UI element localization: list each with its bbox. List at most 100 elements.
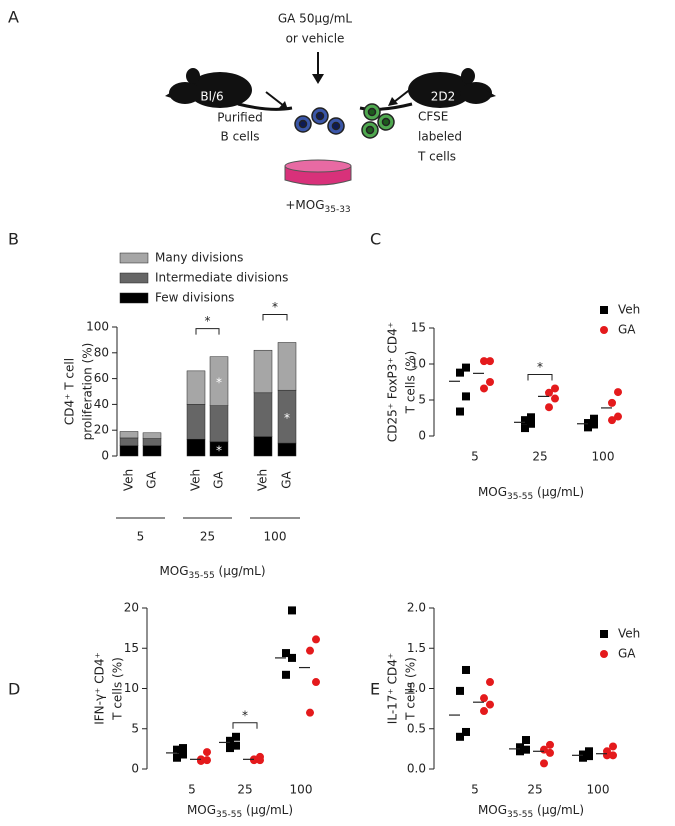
treatment-line: or vehicle — [286, 32, 345, 46]
y-tick-label: 0.5 — [407, 721, 426, 735]
data-point — [197, 756, 205, 765]
x-tick-label: 5 — [188, 783, 196, 797]
y-tick-label: 100 — [86, 320, 109, 334]
legend-label: GA — [618, 323, 636, 337]
x-axis-label: MOG35-55 (µg/mL) — [478, 485, 584, 502]
data-point — [203, 748, 211, 757]
x-tick-label: 25 — [532, 450, 547, 464]
x-tick-label: 25 — [237, 783, 252, 797]
significance-bracket — [262, 313, 288, 321]
y-tick-label: 20 — [124, 601, 139, 615]
data-point — [486, 378, 494, 386]
y-tick-label: 15 — [411, 321, 426, 335]
data-point — [521, 424, 529, 433]
panel-label: B — [8, 230, 19, 249]
bar-segment — [142, 445, 162, 457]
panel-label: D — [8, 680, 20, 699]
data-point — [584, 419, 592, 428]
data-point — [256, 756, 264, 765]
bar-segment — [253, 436, 273, 457]
x-tick-label: 100 — [592, 450, 615, 464]
data-point — [173, 753, 181, 762]
x-axis-label-main: MOG — [478, 803, 507, 817]
data-point — [585, 747, 593, 756]
data-point — [614, 412, 622, 421]
significance-label: * — [205, 314, 211, 328]
significance-label: * — [272, 300, 278, 314]
arrow — [265, 91, 285, 107]
x-tick-label: GA — [280, 470, 294, 488]
legend-label: Intermediate divisions — [155, 271, 288, 285]
data-point — [480, 694, 488, 703]
data-point — [462, 665, 470, 674]
bar-segment — [186, 370, 206, 405]
mouse-right — [359, 68, 496, 111]
data-point — [546, 740, 554, 749]
data-point — [609, 742, 617, 751]
data-point — [203, 756, 211, 765]
bar-segment — [186, 404, 206, 440]
culture-dish — [284, 159, 352, 186]
x-tick-label: 5 — [471, 450, 479, 464]
x-tick-label: Veh — [256, 469, 270, 491]
data-point — [522, 745, 530, 754]
data-point — [608, 398, 616, 407]
x-axis-label-main: MOG — [478, 485, 507, 499]
t-cells — [361, 103, 395, 139]
data-point — [590, 420, 598, 429]
data-point — [232, 732, 240, 741]
data-point — [288, 653, 296, 662]
legend-swatch — [119, 272, 149, 284]
cell-label: labeled — [418, 130, 462, 144]
data-point — [480, 707, 488, 716]
x-axis-label-sub: 35-55 — [189, 571, 215, 581]
data-point — [603, 751, 611, 760]
data-point — [250, 756, 258, 765]
y-tick-label: 5 — [418, 393, 426, 407]
data-point — [306, 708, 314, 717]
data-point — [173, 745, 181, 754]
legend-label: Few divisions — [155, 291, 234, 305]
data-point — [480, 357, 488, 366]
y-tick-label: 20 — [94, 423, 109, 437]
data-point — [551, 394, 559, 403]
legend-label: Veh — [618, 303, 640, 317]
bar-segment — [277, 442, 297, 457]
significance-bracket — [232, 722, 258, 729]
arrow-head — [312, 74, 324, 84]
data-point — [282, 670, 290, 679]
bar-segment — [119, 445, 139, 457]
significance-label: * — [242, 708, 248, 722]
data-point — [521, 416, 529, 425]
cell-label: CFSE — [418, 110, 448, 124]
y-axis-label: T cells (%) — [111, 657, 125, 721]
y-tick-label: 1.5 — [407, 641, 426, 655]
bar-segment — [119, 431, 139, 439]
x-axis-label-sub: 35-55 — [507, 492, 533, 502]
data-point — [545, 388, 553, 397]
data-point — [226, 744, 234, 753]
arrow-head — [279, 101, 288, 110]
data-point — [462, 363, 470, 372]
segment-marker: * — [216, 376, 222, 390]
group-label: 100 — [264, 530, 287, 544]
y-axis-label: IL-17⁺ CD4⁺ — [386, 653, 400, 724]
mouse-left — [165, 68, 293, 111]
x-axis-label: MOG35-55 (µg/mL) — [187, 803, 293, 820]
legend-label: Veh — [618, 627, 640, 641]
group-label: 5 — [137, 530, 145, 544]
panel-a: A GA 50µg/mL or vehicle Bl/6 2D2 — [8, 8, 496, 215]
x-axis-label-unit: (µg/mL) — [533, 803, 584, 817]
y-tick-label: 80 — [94, 345, 109, 359]
y-tick-label: 5 — [131, 721, 139, 735]
cell-label: T cells — [417, 150, 456, 164]
data-point — [486, 700, 494, 709]
data-point — [516, 743, 524, 752]
y-tick-label: 10 — [411, 357, 426, 371]
panel-label: A — [8, 8, 19, 27]
y-tick-label: 2.0 — [407, 601, 426, 615]
bar-segment — [253, 349, 273, 394]
y-tick-label: 0.0 — [407, 762, 426, 776]
x-tick-label: 100 — [290, 783, 313, 797]
